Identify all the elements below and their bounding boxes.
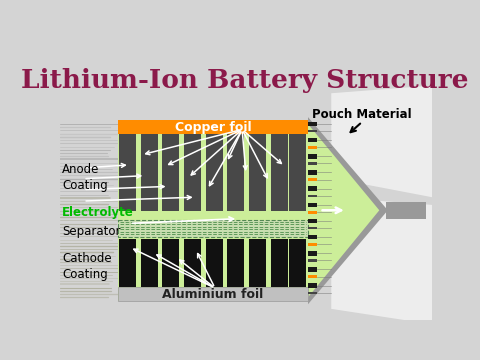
Bar <box>271 239 288 287</box>
Bar <box>308 283 317 288</box>
Bar <box>308 186 317 191</box>
Bar <box>206 134 223 211</box>
Bar <box>308 259 317 262</box>
Bar <box>249 134 266 211</box>
Bar <box>308 146 317 149</box>
Text: Copper foil: Copper foil <box>175 121 252 134</box>
Bar <box>118 211 308 222</box>
Bar <box>118 120 308 301</box>
Bar <box>308 292 317 294</box>
Bar <box>141 239 157 287</box>
Polygon shape <box>331 197 432 324</box>
Text: Electrolyte: Electrolyte <box>62 206 134 219</box>
Bar <box>308 251 317 256</box>
Bar <box>308 154 317 158</box>
Bar <box>249 239 266 287</box>
Bar <box>119 239 136 287</box>
Text: Aluminium foil: Aluminium foil <box>162 288 264 301</box>
Text: Anode
Coating: Anode Coating <box>62 163 108 193</box>
Text: Lithium-Ion Battery Structure: Lithium-Ion Battery Structure <box>21 68 468 93</box>
Bar <box>288 239 306 287</box>
Bar <box>308 227 317 229</box>
Bar <box>308 178 317 181</box>
Bar <box>271 134 288 211</box>
Bar <box>308 130 317 132</box>
Bar <box>308 211 317 213</box>
Bar <box>288 134 306 211</box>
Bar <box>308 219 317 223</box>
Bar <box>308 162 317 165</box>
Bar <box>162 134 180 211</box>
Bar <box>308 267 317 272</box>
Bar <box>228 239 244 287</box>
Bar <box>308 203 317 207</box>
Text: Pouch Material: Pouch Material <box>312 108 412 121</box>
Bar <box>385 202 426 219</box>
Bar <box>184 239 201 287</box>
Bar <box>308 235 317 239</box>
Polygon shape <box>308 117 388 304</box>
Bar <box>141 134 157 211</box>
Bar <box>308 138 317 142</box>
Text: Separator: Separator <box>62 225 121 238</box>
Polygon shape <box>308 124 379 297</box>
Bar <box>308 243 317 246</box>
Bar <box>162 239 180 287</box>
Bar <box>206 239 223 287</box>
Bar <box>308 122 317 126</box>
Text: Cathode
Coating: Cathode Coating <box>62 252 112 282</box>
Bar <box>118 120 308 134</box>
Bar <box>118 220 308 237</box>
Bar <box>118 287 308 301</box>
Bar <box>119 134 136 211</box>
Bar <box>184 134 201 211</box>
Bar <box>308 194 317 197</box>
Bar <box>308 170 317 175</box>
Polygon shape <box>331 86 432 197</box>
Bar <box>308 275 317 278</box>
Bar <box>228 134 244 211</box>
